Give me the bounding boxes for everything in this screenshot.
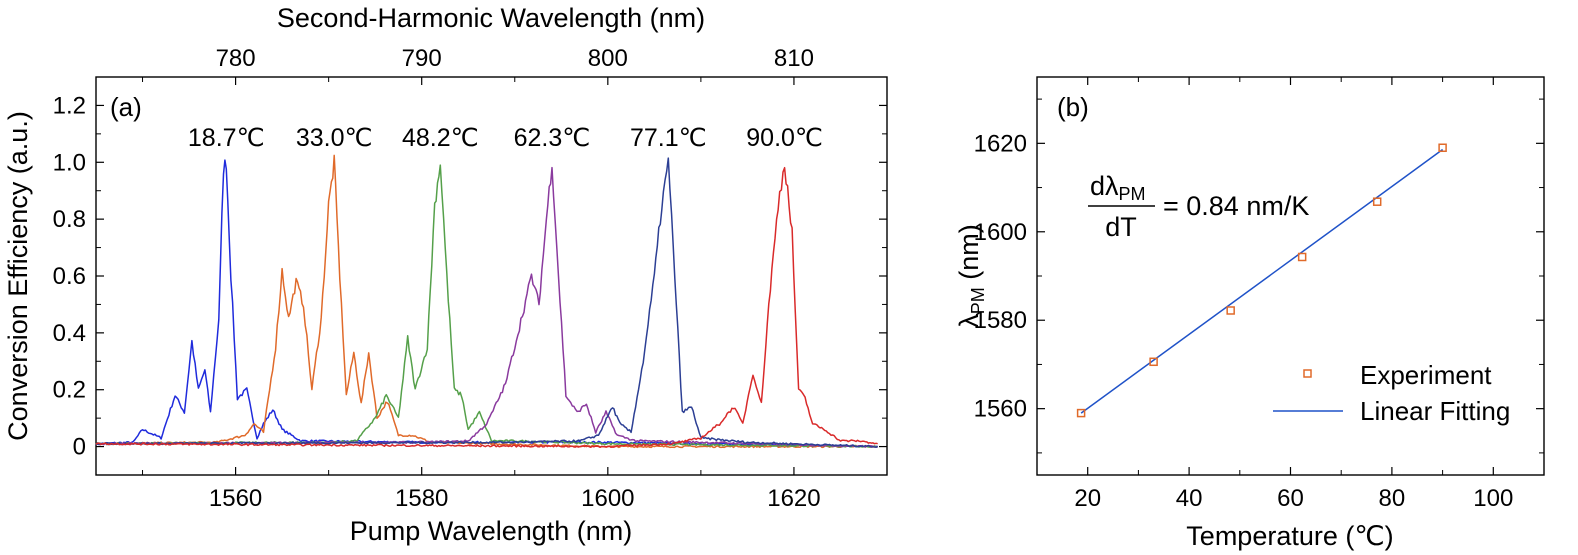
- panel-b-y-tick-label-1600: 1600: [974, 219, 1027, 246]
- panel-a-y-tick-label-3: 0.6: [53, 263, 86, 290]
- peak-label-90p0-: 90.0℃: [746, 124, 823, 152]
- panel-a-y-tick-label-1: 0.2: [53, 377, 86, 404]
- experiment-point-0: [1076, 408, 1086, 418]
- panel-a-x-axis-title: Pump Wavelength (nm): [350, 516, 633, 546]
- fit-line: [1080, 148, 1444, 414]
- panel-a-x-tick-label-1600: 1600: [581, 485, 634, 512]
- panel-a-top-tick-label-780: 780: [216, 45, 256, 72]
- series-line-77p1-: [95, 157, 878, 448]
- series-line-90p0-: [95, 166, 878, 449]
- series-line-62p3-: [95, 166, 878, 448]
- legend-linear-fitting-label: Linear Fitting: [1360, 396, 1510, 426]
- panel-b-y-tick-label-1580: 1580: [974, 307, 1027, 334]
- panel-a-x-tick-label-1580: 1580: [395, 485, 448, 512]
- panel-a-peak-labels: 18.7℃ 33.0℃ 48.2℃ 62.3℃ 77.1℃ 90.0℃: [188, 124, 823, 152]
- panel-a-y-tick-label-2: 0.4: [53, 320, 86, 347]
- panel-a-top-tick-label-810: 810: [774, 45, 814, 72]
- panel-b-y-axis-title-text: λPM (nm): [954, 224, 988, 328]
- panel-b-series-group: [1076, 143, 1447, 418]
- panel-a-conversion-efficiency-chart: 1560 1580 1600 1620 780 790 800 810 0 0.2 0.4 0.6 0.…: [3, 3, 888, 546]
- slope-numerator-subscript: PM: [1119, 184, 1146, 204]
- panel-b-y-tick-label-1620: 1620: [974, 130, 1027, 157]
- slope-numerator: dλPM: [1090, 171, 1146, 204]
- panel-a-top-tick-label-790: 790: [402, 45, 442, 72]
- experiment-point-4: [1372, 197, 1382, 206]
- slope-value: = 0.84 nm/K: [1163, 191, 1309, 221]
- slope-denominator: dT: [1105, 212, 1137, 242]
- experiment-point-3: [1297, 252, 1307, 262]
- panel-b-phase-matching-chart: 20 40 60 80 100 1560 1580 1600 1620 (b) Temperat…: [954, 76, 1545, 551]
- experiment-point-5: [1438, 143, 1447, 153]
- legend-experiment-label: Experiment: [1360, 360, 1492, 390]
- peak-label-77p1-: 77.1℃: [630, 124, 707, 152]
- panel-b-legend: Experiment Linear Fitting: [1273, 360, 1510, 426]
- panel-a-top-tick-label-800: 800: [588, 45, 628, 72]
- panel-a-ticks-group: 1560 1580 1600 1620 780 790 800 810 0 0.2 0.4 0.6 0.…: [53, 45, 887, 512]
- panel-a-series-group: [95, 154, 878, 449]
- panel-a-y-tick-label-4: 0.8: [53, 206, 86, 233]
- panel-b-y-axis-subscript: PM: [968, 287, 988, 314]
- panel-b-x-tick-label-100: 100: [1473, 485, 1513, 512]
- peak-label-48p2-: 48.2℃: [402, 124, 479, 152]
- panel-b-x-tick-label-40: 40: [1176, 485, 1203, 512]
- panel-b-ticks-group: 20 40 60 80 100 1560 1580 1600 1620: [974, 77, 1544, 512]
- panel-b-x-tick-label-80: 80: [1379, 485, 1406, 512]
- slope-numerator-main: dλ: [1090, 171, 1119, 201]
- experiment-point-2: [1226, 306, 1235, 315]
- legend-experiment-marker: [1303, 369, 1312, 378]
- panel-a-top-x-axis-title: Second-Harmonic Wavelength (nm): [277, 3, 705, 33]
- panel-a-y-tick-label-0: 0: [73, 434, 86, 461]
- panel-b-x-tick-label-60: 60: [1277, 485, 1304, 512]
- panel-b-x-tick-label-20: 20: [1074, 485, 1101, 512]
- panel-a-x-tick-label-1620: 1620: [767, 485, 820, 512]
- panel-a-label: (a): [110, 92, 142, 122]
- panel-a-x-tick-label-1560: 1560: [209, 485, 262, 512]
- peak-label-18p7-: 18.7℃: [188, 124, 265, 152]
- peak-label-62p3-: 62.3℃: [514, 124, 591, 152]
- panel-b-y-tick-label-1560: 1560: [974, 396, 1027, 423]
- series-line-18p7-: [95, 159, 878, 448]
- panel-b-x-axis-title: Temperature (℃): [1186, 521, 1393, 551]
- series-line-48p2-: [95, 164, 878, 448]
- panel-b-y-axis-symbol: λ: [954, 314, 984, 328]
- panel-a-y-tick-label-6: 1.2: [53, 92, 86, 119]
- panel-a-y-axis-title: Conversion Efficiency (a.u.): [3, 111, 33, 441]
- series-line-33p0-: [95, 154, 878, 449]
- experiment-point-1: [1149, 357, 1158, 367]
- panel-b-y-axis-unit: (nm): [954, 224, 984, 287]
- slope-annotation: dλPM dT = 0.84 nm/K: [1088, 171, 1309, 242]
- peak-label-33p0-: 33.0℃: [296, 124, 373, 152]
- panel-b-label: (b): [1057, 92, 1089, 122]
- panel-b-y-axis-title: λPM (nm): [954, 224, 988, 328]
- panel-a-y-tick-label-5: 1.0: [53, 149, 86, 176]
